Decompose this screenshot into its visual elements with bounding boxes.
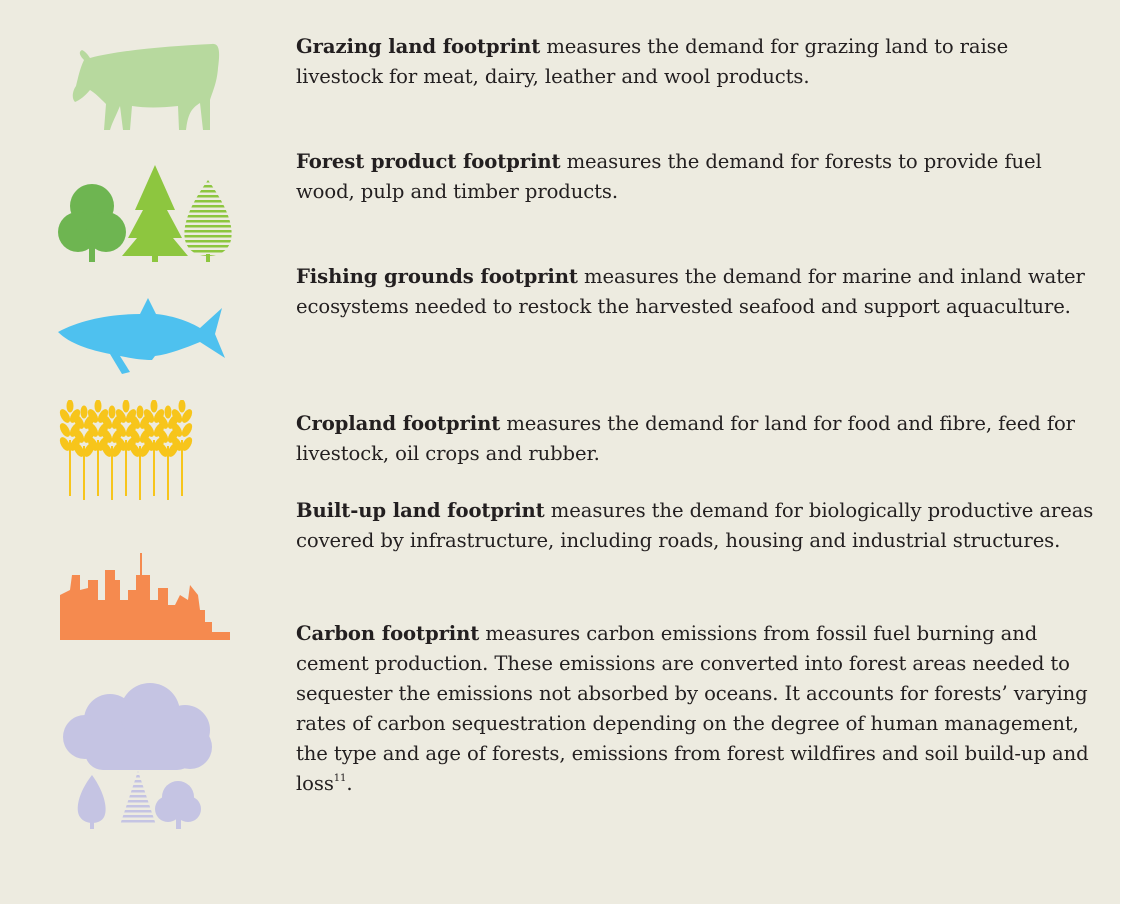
item: Forest product footprint measures the de… bbox=[296, 147, 1096, 207]
trees-icon bbox=[58, 165, 232, 262]
item: Cropland footprint measures the demand f… bbox=[296, 409, 1096, 469]
wheat-icon bbox=[59, 400, 195, 500]
item: Grazing land footprint measures the dema… bbox=[296, 32, 1096, 92]
term: Grazing land footprint bbox=[296, 35, 541, 58]
fish-icon bbox=[58, 298, 225, 374]
carbon-icon bbox=[63, 683, 212, 829]
item: Carbon footprint measures carbon emissio… bbox=[296, 619, 1096, 799]
term: Forest product footprint bbox=[296, 150, 561, 173]
cow-icon bbox=[72, 43, 220, 130]
description: measures carbon emissions from fossil fu… bbox=[296, 622, 1089, 795]
description: measures the demand for grazing land to … bbox=[296, 35, 1009, 88]
description: measures the demand for biologically pro… bbox=[296, 499, 1094, 552]
description: measures the demand for land for food an… bbox=[296, 412, 1075, 465]
footnote-ref: 11 bbox=[333, 773, 347, 784]
item: Built-up land footprint measures the dem… bbox=[296, 496, 1096, 556]
term: Built-up land footprint bbox=[296, 499, 545, 522]
item: Fishing grounds footprint measures the d… bbox=[296, 262, 1096, 322]
city-icon bbox=[60, 553, 230, 640]
term: Cropland footprint bbox=[296, 412, 501, 435]
punctuation: . bbox=[346, 772, 353, 795]
term: Carbon footprint bbox=[296, 622, 480, 645]
term: Fishing grounds footprint bbox=[296, 265, 578, 288]
description: measures the demand for marine and inlan… bbox=[296, 265, 1085, 318]
description: measures the demand for forests to provi… bbox=[296, 150, 1042, 203]
